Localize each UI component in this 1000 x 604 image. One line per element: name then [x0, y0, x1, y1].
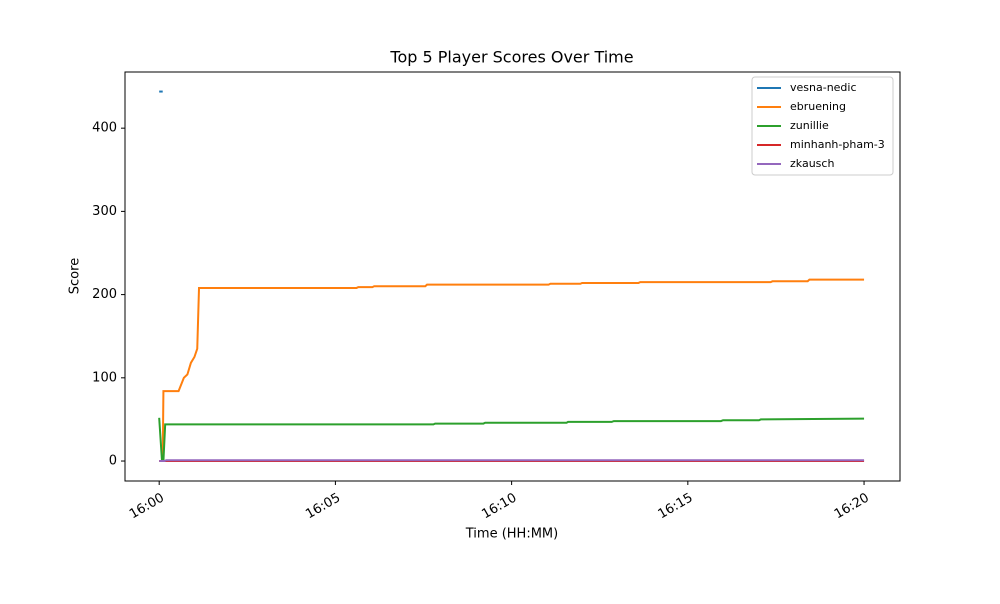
legend-label: minhanh-pham-3 — [790, 138, 885, 151]
legend-label: zunillie — [790, 119, 829, 132]
y-tick-label: 0 — [109, 454, 117, 469]
chart-title: Top 5 Player Scores Over Time — [389, 48, 633, 67]
y-axis-label: Score — [68, 258, 83, 294]
y-tick-label: 300 — [92, 204, 117, 219]
series-line — [158, 417, 865, 463]
y-tick-label: 200 — [92, 287, 117, 302]
legend-box — [751, 76, 894, 176]
series-line — [159, 459, 865, 463]
y-tick-label: 400 — [92, 121, 117, 136]
legend-label: zkausch — [790, 157, 834, 170]
legend-label: vesna-nedic — [790, 81, 857, 94]
x-axis-label: Time (HH:MM) — [465, 527, 558, 542]
plot-frame — [124, 71, 901, 482]
legend-label: ebruening — [790, 100, 846, 113]
y-tick-label: 100 — [92, 370, 117, 385]
series-line — [160, 278, 865, 463]
